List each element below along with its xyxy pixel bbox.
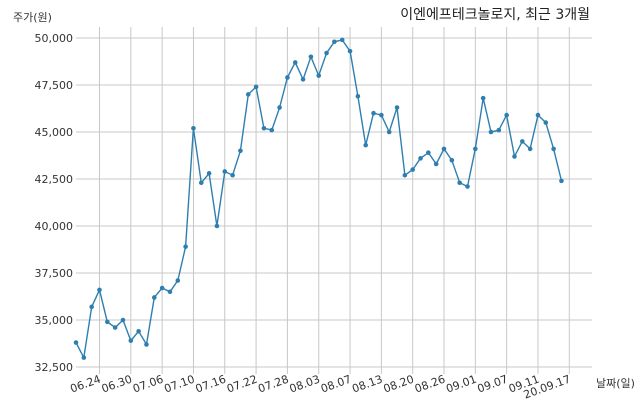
data-point bbox=[324, 50, 329, 56]
data-point bbox=[371, 110, 376, 116]
data-point bbox=[136, 328, 141, 334]
data-point bbox=[206, 171, 212, 176]
data-point bbox=[355, 93, 361, 99]
data-point bbox=[543, 120, 549, 125]
x-tick-label: 07.06 bbox=[131, 373, 165, 396]
x-axis-ticks: 06.2406.3007.0607.1007.1607.2207.2808.03… bbox=[68, 373, 572, 402]
x-tick-label: 06.30 bbox=[100, 373, 134, 396]
y-tick-label: 35,000 bbox=[35, 314, 74, 327]
x-tick-label: 08.20 bbox=[382, 373, 416, 396]
x-tick-label: 08.26 bbox=[413, 373, 447, 396]
data-point bbox=[81, 355, 87, 360]
x-tick-label: 08.07 bbox=[319, 373, 353, 396]
data-point bbox=[465, 184, 470, 189]
data-point bbox=[183, 244, 188, 249]
data-point bbox=[73, 340, 79, 345]
y-tick-label: 40,000 bbox=[35, 220, 74, 233]
data-point bbox=[152, 295, 157, 300]
data-point bbox=[159, 285, 165, 291]
data-point bbox=[167, 289, 173, 295]
x-tick-label: 07.22 bbox=[225, 373, 259, 396]
data-point bbox=[120, 317, 126, 323]
data-point bbox=[339, 37, 345, 43]
data-point bbox=[97, 287, 102, 293]
data-point bbox=[238, 148, 243, 154]
x-tick-label: 09.01 bbox=[444, 373, 478, 396]
x-tick-label: 08.13 bbox=[350, 373, 384, 396]
data-point bbox=[105, 319, 110, 325]
data-point bbox=[527, 146, 533, 152]
data-point bbox=[285, 75, 290, 80]
data-points bbox=[73, 37, 564, 360]
y-axis-label: 주가(원) bbox=[13, 11, 52, 24]
grid-lines bbox=[76, 27, 592, 374]
x-axis-label: 날짜(일) bbox=[596, 376, 635, 390]
x-tick-label: 08.03 bbox=[288, 373, 322, 396]
data-point bbox=[261, 125, 267, 131]
data-point bbox=[245, 92, 251, 97]
data-point bbox=[112, 325, 118, 330]
data-point bbox=[457, 180, 462, 186]
data-point bbox=[488, 129, 494, 135]
data-point bbox=[473, 146, 478, 152]
data-point bbox=[347, 48, 353, 54]
chart-title: 이엔에프테크놀로지, 최근 3개월 bbox=[400, 7, 590, 23]
x-tick-label: 07.28 bbox=[256, 373, 290, 396]
data-point bbox=[441, 146, 447, 152]
data-point bbox=[269, 127, 275, 133]
y-tick-label: 50,000 bbox=[35, 32, 74, 45]
data-point bbox=[480, 95, 486, 101]
y-tick-label: 45,000 bbox=[35, 126, 74, 139]
data-point bbox=[520, 139, 525, 144]
data-point bbox=[535, 112, 541, 118]
data-point bbox=[175, 278, 181, 283]
data-point bbox=[144, 342, 149, 347]
x-tick-label: 07.10 bbox=[162, 373, 196, 396]
data-point bbox=[410, 167, 415, 172]
y-tick-label: 47,500 bbox=[35, 79, 74, 92]
data-point bbox=[308, 54, 314, 60]
data-point bbox=[230, 172, 235, 178]
data-point bbox=[89, 304, 94, 310]
data-point bbox=[504, 112, 509, 118]
data-point bbox=[222, 169, 228, 174]
data-point bbox=[449, 157, 455, 163]
data-point bbox=[386, 129, 392, 135]
data-point bbox=[277, 105, 282, 110]
data-point bbox=[512, 154, 517, 159]
data-point bbox=[496, 127, 502, 133]
data-point bbox=[363, 142, 369, 148]
data-point bbox=[551, 146, 556, 152]
data-point bbox=[426, 150, 431, 155]
y-tick-label: 37,500 bbox=[35, 267, 74, 280]
data-point bbox=[332, 39, 337, 45]
y-tick-label: 42,500 bbox=[35, 173, 74, 186]
data-point bbox=[128, 338, 134, 343]
data-point bbox=[559, 178, 564, 184]
data-point bbox=[402, 172, 408, 178]
data-point bbox=[418, 156, 423, 161]
y-axis-ticks: 32,500 35,000 37,500 40,000 42,500 45,000 47,5… bbox=[35, 32, 74, 374]
x-tick-label: 06.24 bbox=[68, 373, 102, 396]
data-point bbox=[316, 73, 322, 78]
data-point bbox=[433, 161, 439, 167]
data-point bbox=[300, 77, 306, 82]
data-point bbox=[379, 112, 384, 118]
x-tick-label: 07.16 bbox=[194, 373, 228, 396]
data-point bbox=[214, 223, 220, 229]
data-point bbox=[253, 84, 259, 90]
data-point bbox=[292, 60, 298, 65]
y-tick-label: 32,500 bbox=[35, 361, 74, 374]
data-point bbox=[394, 105, 400, 110]
data-point bbox=[198, 180, 204, 186]
x-tick-label: 09.07 bbox=[476, 373, 510, 396]
data-point bbox=[191, 125, 196, 131]
